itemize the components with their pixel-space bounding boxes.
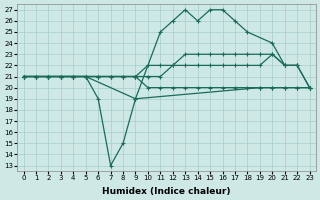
X-axis label: Humidex (Indice chaleur): Humidex (Indice chaleur) <box>102 187 231 196</box>
